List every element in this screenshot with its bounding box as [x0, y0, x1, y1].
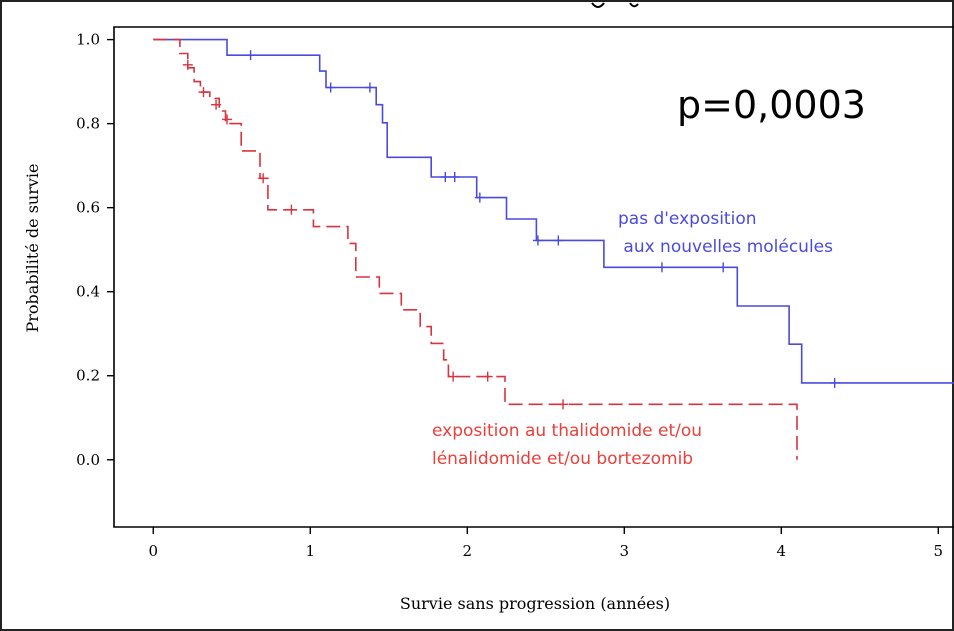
series-label-red-line-2: lénalidomide et/ou bortezomib — [432, 449, 693, 469]
x-axis-title: Survie sans progression (années) — [400, 594, 670, 613]
plot-frame — [113, 26, 954, 528]
y-tick-label: 0.4 — [76, 283, 100, 301]
series-label-red-line-1: exposition au thalidomide et/ou — [432, 421, 702, 441]
censor-mark — [211, 99, 222, 110]
x-tick-label: 4 — [777, 542, 787, 560]
censor-mark — [286, 204, 297, 215]
x-tick-label: 5 — [934, 542, 944, 560]
survival-curve-exposure — [153, 38, 798, 460]
censor-mark — [325, 82, 336, 93]
censor-mark — [482, 371, 493, 382]
censor-mark — [718, 262, 729, 273]
x-tick-label: 2 — [462, 542, 472, 560]
censor-mark — [532, 235, 543, 246]
censor-mark — [182, 59, 193, 70]
censor-mark — [198, 87, 209, 98]
censor-mark — [440, 172, 451, 182]
censor-mark — [448, 371, 459, 382]
censor-mark — [222, 114, 233, 125]
y-tick-label: 0.0 — [76, 451, 100, 469]
y-tick-label: 0.2 — [76, 367, 100, 385]
censor-mark — [474, 192, 485, 203]
p-value-annotation: p=0,0003 — [677, 83, 866, 127]
censor-mark — [553, 235, 564, 246]
censor-mark — [558, 399, 569, 410]
x-tick-label: 1 — [305, 542, 315, 560]
censor-mark — [449, 172, 460, 182]
cropped-title-fragment — [591, 2, 639, 8]
censor-mark — [364, 82, 375, 93]
y-tick-label: 1.0 — [76, 31, 100, 49]
x-tick-label: 0 — [148, 542, 158, 560]
y-axis-title: Probabilité de survie — [23, 164, 42, 333]
series-label-blue-line-2: aux nouvelles molécules — [618, 237, 833, 257]
survival-curves — [153, 38, 954, 460]
x-tick-label: 3 — [620, 542, 630, 560]
axis-ticks: 0 1 2 3 4 5 0.0 0.2 0.4 0.6 0.8 1.0 — [76, 31, 943, 560]
censor-mark — [258, 173, 269, 184]
censor-mark — [656, 262, 667, 273]
series-label-blue-line-1: pas d'exposition — [618, 209, 757, 229]
censor-mark — [245, 50, 256, 61]
censor-mark — [829, 377, 840, 388]
y-tick-label: 0.8 — [76, 115, 100, 133]
y-tick-label: 0.6 — [76, 199, 100, 217]
